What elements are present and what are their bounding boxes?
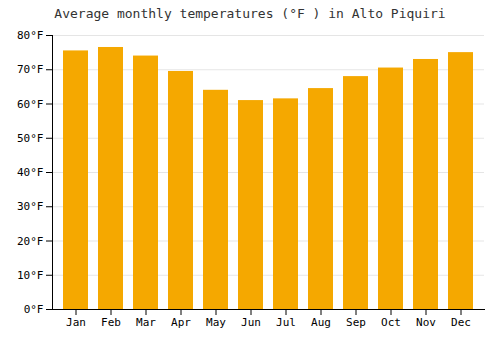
svg-text:40°F: 40°F bbox=[17, 166, 44, 179]
svg-text:80°F: 80°F bbox=[17, 29, 44, 42]
svg-text:50°F: 50°F bbox=[17, 132, 44, 145]
svg-text:10°F: 10°F bbox=[17, 269, 44, 282]
svg-text:Feb: Feb bbox=[101, 316, 121, 329]
svg-text:Mar: Mar bbox=[136, 316, 156, 329]
svg-text:May: May bbox=[206, 316, 226, 329]
svg-text:60°F: 60°F bbox=[17, 98, 44, 111]
svg-text:Oct: Oct bbox=[381, 316, 401, 329]
svg-text:Jan: Jan bbox=[66, 316, 86, 329]
svg-text:Jul: Jul bbox=[276, 316, 296, 329]
svg-text:Apr: Apr bbox=[171, 316, 191, 329]
svg-text:Dec: Dec bbox=[451, 316, 471, 329]
svg-text:Jun: Jun bbox=[241, 316, 261, 329]
svg-text:30°F: 30°F bbox=[17, 200, 44, 213]
svg-text:20°F: 20°F bbox=[17, 235, 44, 248]
svg-text:Nov: Nov bbox=[416, 316, 436, 329]
svg-text:Sep: Sep bbox=[346, 316, 366, 329]
svg-text:Aug: Aug bbox=[311, 316, 331, 329]
svg-text:0°F: 0°F bbox=[24, 303, 44, 316]
html-text:Average monthly temperatures (: Average monthly temperatures (°F ) in Al… bbox=[54, 6, 446, 21]
svg-text:70°F: 70°F bbox=[17, 63, 44, 76]
